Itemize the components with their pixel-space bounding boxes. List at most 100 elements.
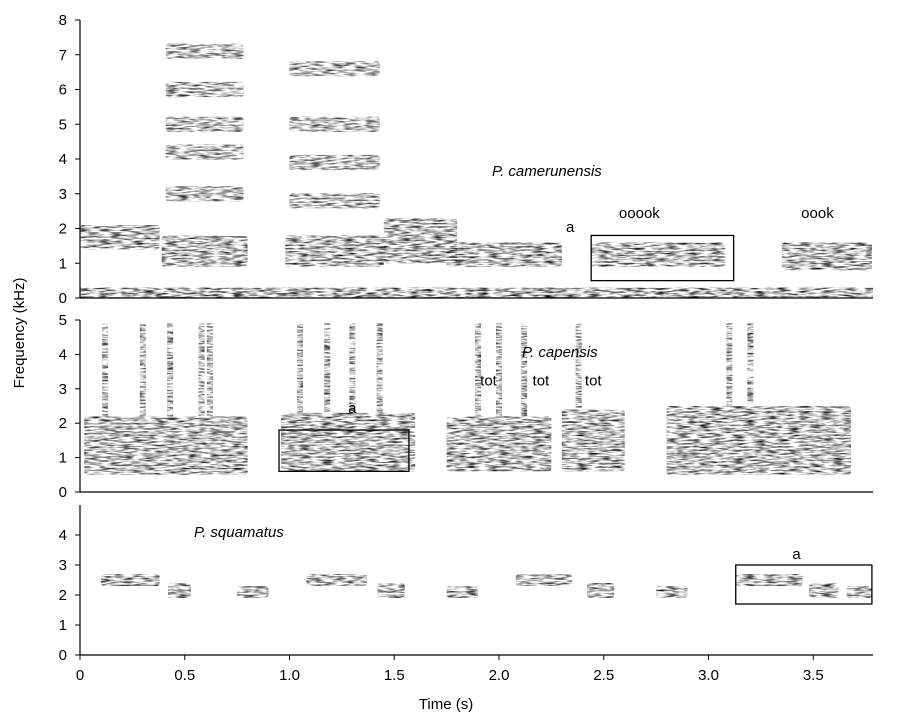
annotation-label: tot [533,372,551,389]
broadband-spike [521,323,528,417]
call-energy [285,235,384,267]
broadband-spike [496,323,502,417]
y-tick-label: 1 [59,255,67,272]
call-energy [515,574,573,586]
call-energy [100,574,160,586]
y-tick-label: 3 [59,381,67,398]
x-tick-label: 1.0 [279,667,300,684]
y-tick-label: 2 [59,415,67,432]
species-label: P. squamatus [194,524,284,541]
call-energy [446,416,552,472]
harmonic-band [165,186,244,202]
call-energy [281,412,416,472]
y-ticks-camerunensis: 0 1 2 3 4 5 6 7 8 [59,12,80,307]
call-energy [809,583,839,598]
x-tick-label: 1.5 [384,667,405,684]
annotation-label: tot [585,372,603,389]
broadband-spike [102,323,109,417]
y-tick-label: 0 [59,484,67,501]
annotation-label: a [348,400,357,417]
y-tick-label: 1 [59,617,67,634]
call-energy [846,586,872,598]
call-energy [735,574,803,586]
y-tick-label: 4 [59,346,67,363]
broadband-spike [324,323,331,413]
spectrogram-marks-capensis [84,323,851,475]
call-energy [446,586,479,598]
harmonic-band [165,144,244,160]
call-energy [377,583,405,598]
harmonic-band [289,116,380,132]
call-energy [656,586,688,598]
call-energy [167,583,192,598]
y-tick-label: 3 [59,557,67,574]
call-energy [666,406,851,475]
broadband-spike [296,323,303,413]
y-tick-label: 4 [59,151,67,168]
noise-floor [80,287,873,298]
broadband-spike [167,323,174,417]
highlight-box [278,429,410,473]
call-energy [84,416,248,475]
broadband-spike [349,323,356,413]
y-tick-label: 5 [59,116,67,133]
broadband-spike [139,323,146,417]
species-label: P. capensis [522,344,598,361]
y-tick-label: 1 [59,450,67,467]
x-ticks: 0 0.5 1.0 1.5 2.0 2.5 3.0 3.5 [76,655,824,684]
broadband-spike [376,323,383,413]
call-energy [561,409,625,472]
annotation-label: oook [801,205,834,222]
call-energy [781,242,872,271]
y-tick-label: 0 [59,647,67,664]
panel-camerunensis: 0 1 2 3 4 5 6 7 8 a ooook oook P. camerunensis [59,12,873,307]
y-ticks-squamatus: 0 1 2 3 4 [59,527,80,664]
harmonic-band [165,43,244,59]
y-tick-label: 2 [59,587,67,604]
y-tick-label: 7 [59,47,67,64]
annotations-capensis: a tot tot tot [278,372,603,473]
y-tick-label: 8 [59,12,67,29]
y-tick-label: 2 [59,221,67,238]
call-energy [80,225,160,250]
call-energy [383,218,458,264]
call-energy [161,235,248,267]
call-energy [306,574,368,586]
annotations-squamatus: a [735,546,873,605]
harmonic-band [289,193,380,209]
annotation-label: a [792,546,801,563]
x-tick-label: 2.0 [489,667,510,684]
y-tick-label: 4 [59,527,67,544]
broadband-spike [726,323,733,406]
y-tick-label: 5 [59,312,67,329]
harmonic-band [165,116,244,132]
y-tick-label: 6 [59,82,67,99]
x-tick-label: 0.5 [174,667,195,684]
harmonic-band [289,154,380,171]
call-energy [586,583,615,598]
highlight-box [735,564,873,605]
broadband-spike [475,323,482,417]
annotation-label: ooook [619,205,660,222]
call-energy [446,242,562,267]
annotation-label: a [566,219,575,236]
y-ticks-capensis: 0 1 2 3 4 5 [59,312,80,501]
y-tick-label: 0 [59,290,67,307]
call-energy [591,242,726,267]
y-axis-title: Frequency (kHz) [11,278,28,389]
highlight-box [590,234,735,282]
x-tick-label: 3.5 [803,667,824,684]
broadband-spike [206,323,213,417]
panel-capensis: 0 1 2 3 4 5 a tot tot tot P. capensis [59,312,873,501]
harmonic-band [289,61,380,77]
spectrogram-marks-squamatus [100,574,872,598]
annotation-label: tot [480,372,498,389]
spectrogram-marks-camerunensis [80,43,873,298]
annotations-camerunensis: a ooook oook [566,205,834,282]
panel-squamatus: 0 1 2 3 4 a P. squamatus [59,505,873,664]
harmonic-band [165,81,244,98]
call-energy [237,586,269,598]
species-label: P. camerunensis [492,163,602,180]
y-tick-label: 3 [59,186,67,203]
